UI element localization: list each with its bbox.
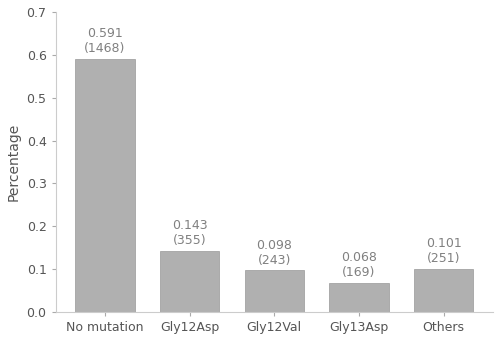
Bar — [160, 251, 220, 312]
Text: 0.098
(243): 0.098 (243) — [256, 239, 292, 267]
Bar — [414, 269, 473, 312]
Text: 0.591
(1468): 0.591 (1468) — [84, 27, 126, 55]
Bar — [330, 283, 388, 312]
Text: 0.068
(169): 0.068 (169) — [341, 251, 377, 279]
Bar — [76, 59, 134, 312]
Bar — [244, 270, 304, 312]
Text: 0.143
(355): 0.143 (355) — [172, 219, 208, 247]
Text: 0.101
(251): 0.101 (251) — [426, 237, 462, 265]
Y-axis label: Percentage: Percentage — [7, 123, 21, 201]
